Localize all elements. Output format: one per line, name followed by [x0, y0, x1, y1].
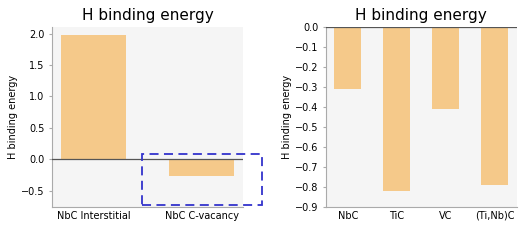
Bar	[383, 27, 410, 191]
Title: H binding energy: H binding energy	[355, 8, 487, 23]
Y-axis label: H binding energy: H binding energy	[282, 75, 292, 159]
Y-axis label: H binding energy: H binding energy	[8, 75, 18, 159]
Bar	[481, 27, 508, 185]
Bar	[61, 35, 126, 159]
Bar	[170, 159, 235, 176]
Bar	[142, 154, 261, 205]
Title: H binding energy: H binding energy	[82, 8, 214, 23]
Bar	[432, 27, 459, 109]
Bar	[334, 27, 361, 89]
